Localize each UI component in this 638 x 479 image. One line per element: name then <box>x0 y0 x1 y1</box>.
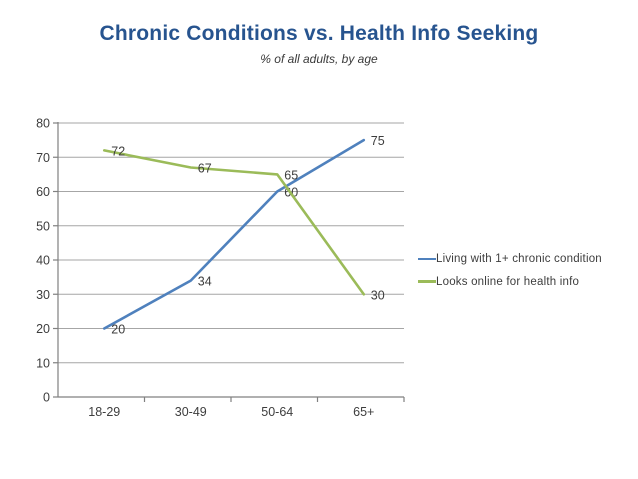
legend-swatch <box>418 257 436 261</box>
legend-label: Living with 1+ chronic condition <box>436 253 602 265</box>
chart-subtitle: % of all adults, by age <box>260 52 378 66</box>
legend-label: Looks online for health info <box>436 275 580 288</box>
y-tick-label: 60 <box>36 185 50 199</box>
y-tick-label: 70 <box>36 151 50 165</box>
y-tick-label: 80 <box>36 117 50 131</box>
y-tick-label: 0 <box>43 391 50 405</box>
x-tick-label: 65+ <box>353 405 374 419</box>
series-line <box>102 138 366 330</box>
legend-swatch <box>418 280 436 283</box>
chart-legend: Living with 1+ chronic condition Looks on… <box>418 252 602 297</box>
chart-title: Chronic Conditions vs. Health Info Seeki… <box>99 22 539 45</box>
x-tick-label: 50-64 <box>261 405 293 419</box>
y-tick-label: 10 <box>36 356 50 370</box>
data-label: 30 <box>371 288 385 302</box>
legend-item: Living with 1+ chronic condition <box>418 252 602 266</box>
y-tick-label: 40 <box>36 254 50 268</box>
y-tick-label: 20 <box>36 322 50 336</box>
legend-item: Looks online for health info <box>418 275 602 289</box>
data-label: 34 <box>198 275 212 289</box>
y-tick-label: 30 <box>36 288 50 302</box>
x-tick-label: 18-29 <box>88 405 120 419</box>
data-label: 65 <box>284 168 298 182</box>
series-line <box>102 149 366 296</box>
data-label: 72 <box>111 144 125 158</box>
x-tick-label: 30-49 <box>175 405 207 419</box>
y-tick-label: 50 <box>36 219 50 233</box>
data-label: 67 <box>198 162 212 176</box>
data-label: 75 <box>371 134 385 148</box>
data-label: 20 <box>111 323 125 337</box>
